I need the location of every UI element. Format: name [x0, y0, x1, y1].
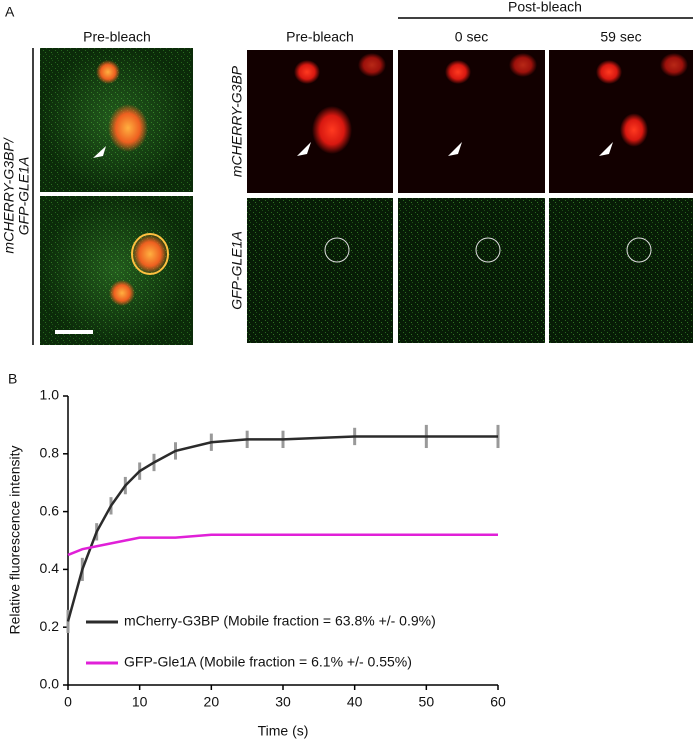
cell-blob [509, 53, 537, 77]
column-header: 59 sec [600, 29, 641, 45]
row-label: GFP-GLE1A [16, 157, 32, 236]
micrograph [398, 50, 545, 193]
x-tick-label: 30 [275, 694, 291, 710]
y-tick-label: 1.0 [40, 387, 60, 403]
micrograph [549, 198, 693, 343]
group-header: Post-bleach [508, 0, 582, 15]
micrograph [398, 198, 545, 343]
cell-blob [660, 53, 688, 77]
column-header: 0 sec [455, 29, 488, 45]
cell-blob [620, 113, 648, 147]
image-shade [398, 198, 545, 343]
image-shade [247, 198, 393, 343]
legend-label: GFP-Gle1A (Mobile fraction = 6.1% +/- 0.… [124, 654, 412, 670]
micrograph [40, 48, 193, 192]
x-tick-label: 40 [347, 694, 363, 710]
cell-blob [445, 60, 471, 84]
bleach-roi [324, 237, 350, 263]
series-line [66, 435, 498, 622]
bleach-roi [626, 237, 652, 263]
row-label: GFP-GLE1A [229, 231, 245, 310]
column-header: Pre-bleach [286, 29, 354, 45]
image-shade [549, 198, 693, 343]
series-line [67, 533, 498, 557]
cell-blob [358, 53, 386, 77]
y-tick-label: 0.0 [40, 676, 60, 692]
x-tick-label: 60 [490, 694, 506, 710]
column-header: Pre-bleach [83, 29, 151, 45]
micrograph [40, 196, 193, 345]
x-tick-label: 10 [132, 694, 148, 710]
arrowhead [448, 142, 462, 156]
x-tick-label: 50 [419, 694, 435, 710]
y-tick-label: 0.6 [40, 502, 60, 518]
panel-label: B [8, 371, 17, 387]
cell-blob [596, 60, 622, 84]
panel-label: A [5, 4, 15, 20]
row-label: mCHERRY-G3BP [229, 65, 245, 177]
y-tick-label: 0.4 [40, 560, 60, 576]
x-axis-label: Time (s) [258, 723, 309, 739]
micrograph [247, 198, 393, 343]
bleach-roi [475, 237, 501, 263]
legend-label: mCherry-G3BP (Mobile fraction = 63.8% +/… [124, 613, 436, 629]
image-bg [398, 198, 545, 343]
x-tick-label: 20 [204, 694, 220, 710]
arrowhead [599, 142, 613, 156]
y-axis-label: Relative fluorescence intensity [7, 445, 23, 634]
cell-blob [312, 106, 352, 154]
row-label: mCHERRY-G3BP/ [1, 136, 17, 253]
y-tick-label: 0.8 [40, 445, 60, 461]
image-bg [549, 198, 693, 343]
y-tick-label: 0.2 [40, 618, 60, 634]
x-tick-label: 0 [64, 694, 72, 710]
cell-blob [294, 60, 320, 84]
micrograph [549, 50, 693, 193]
arrowhead [297, 142, 311, 156]
image-bg [247, 198, 393, 343]
micrograph [247, 50, 393, 193]
